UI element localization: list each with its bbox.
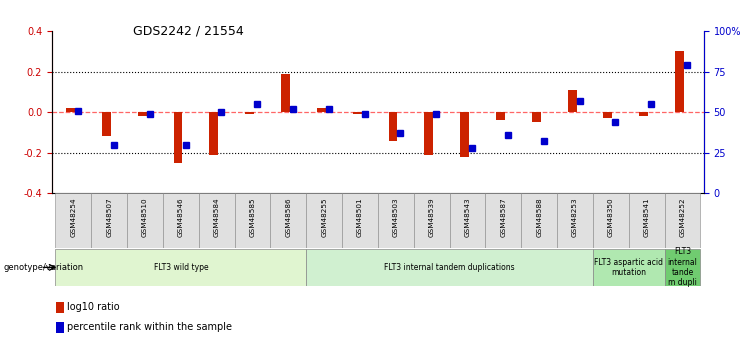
- Text: GSM48586: GSM48586: [285, 198, 291, 237]
- Bar: [353, 112, 362, 114]
- Text: GDS2242 / 21554: GDS2242 / 21554: [133, 24, 244, 37]
- Bar: [56, 193, 91, 248]
- Text: FLT3 wild type: FLT3 wild type: [153, 263, 208, 272]
- Bar: [413, 193, 450, 248]
- Text: GSM48252: GSM48252: [679, 198, 685, 237]
- Bar: [665, 193, 700, 248]
- Text: GSM48541: GSM48541: [644, 198, 650, 237]
- Text: GSM48546: GSM48546: [178, 198, 184, 237]
- Bar: [127, 193, 163, 248]
- Text: GSM48584: GSM48584: [213, 198, 219, 237]
- Text: log10 ratio: log10 ratio: [67, 303, 120, 313]
- Bar: [593, 249, 665, 286]
- Bar: [163, 193, 199, 248]
- Bar: [388, 112, 397, 140]
- Text: GSM48501: GSM48501: [357, 198, 363, 237]
- Bar: [521, 193, 557, 248]
- Bar: [66, 108, 75, 112]
- Bar: [450, 193, 485, 248]
- Bar: [485, 193, 521, 248]
- Bar: [639, 112, 648, 116]
- Text: GSM48350: GSM48350: [608, 198, 614, 237]
- Bar: [56, 249, 306, 286]
- Bar: [235, 193, 270, 248]
- Text: GSM48587: GSM48587: [500, 198, 506, 237]
- Text: FLT3
internal
tande
m dupli: FLT3 internal tande m dupli: [668, 247, 697, 287]
- Text: GSM48503: GSM48503: [393, 198, 399, 237]
- Bar: [173, 112, 182, 163]
- Text: FLT3 aspartic acid
mutation: FLT3 aspartic acid mutation: [594, 258, 663, 277]
- Bar: [460, 112, 469, 157]
- Text: GSM48507: GSM48507: [106, 198, 112, 237]
- Bar: [496, 112, 505, 120]
- Text: GSM48255: GSM48255: [321, 198, 328, 237]
- Bar: [425, 112, 433, 155]
- Bar: [603, 112, 612, 118]
- Text: GSM48585: GSM48585: [250, 198, 256, 237]
- Bar: [675, 51, 684, 112]
- Text: GSM48510: GSM48510: [142, 198, 148, 237]
- Bar: [102, 112, 110, 136]
- Text: percentile rank within the sample: percentile rank within the sample: [67, 322, 233, 332]
- Bar: [138, 112, 147, 116]
- Text: FLT3 internal tandem duplications: FLT3 internal tandem duplications: [385, 263, 515, 272]
- Text: GSM48539: GSM48539: [428, 198, 435, 237]
- Text: GSM48588: GSM48588: [536, 198, 542, 237]
- Bar: [628, 193, 665, 248]
- Bar: [306, 249, 593, 286]
- Bar: [56, 322, 64, 333]
- Bar: [245, 112, 254, 114]
- Text: GSM48254: GSM48254: [70, 198, 76, 237]
- Bar: [378, 193, 413, 248]
- Bar: [210, 112, 219, 155]
- Bar: [593, 193, 628, 248]
- Bar: [56, 302, 64, 313]
- Bar: [532, 112, 541, 122]
- Text: genotype/variation: genotype/variation: [4, 263, 84, 272]
- Bar: [665, 249, 700, 286]
- Bar: [281, 73, 290, 112]
- Bar: [199, 193, 235, 248]
- Bar: [568, 90, 576, 112]
- Bar: [342, 193, 378, 248]
- Bar: [270, 193, 306, 248]
- Text: GSM48253: GSM48253: [572, 198, 578, 237]
- Bar: [306, 193, 342, 248]
- Text: GSM48543: GSM48543: [465, 198, 471, 237]
- Bar: [91, 193, 127, 248]
- Bar: [317, 108, 326, 112]
- Bar: [557, 193, 593, 248]
